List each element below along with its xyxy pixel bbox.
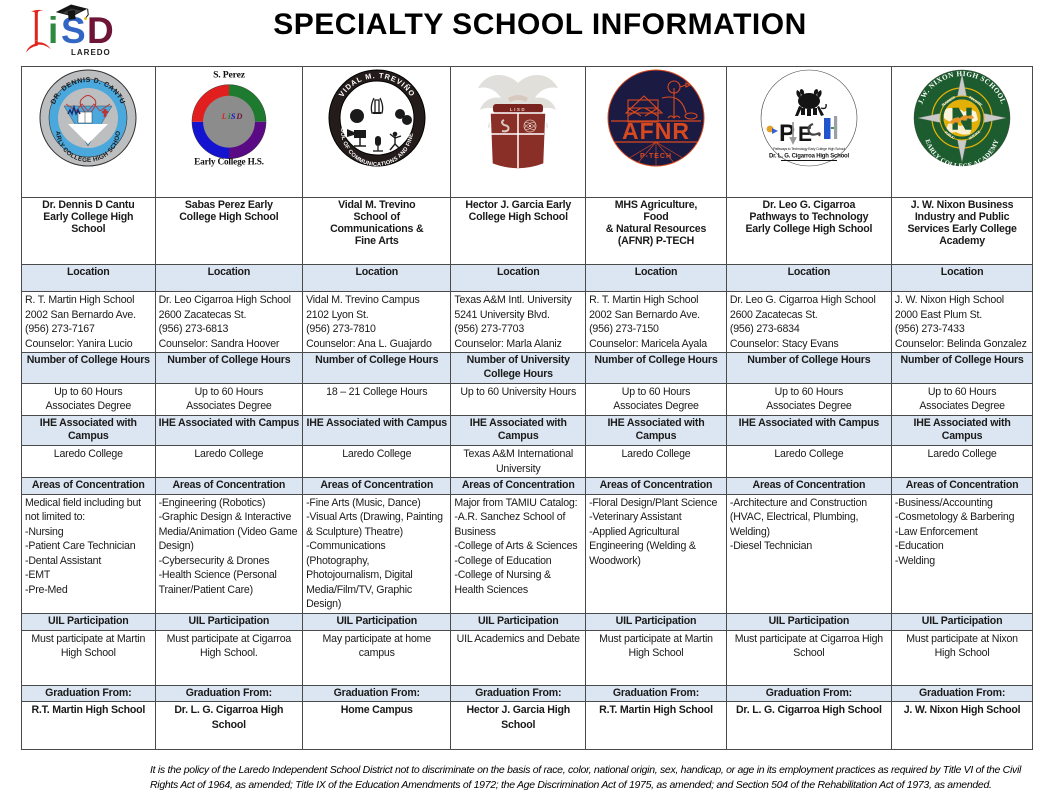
svg-text:S. Perez: S. Perez [213,69,246,80]
svg-text:i: i [48,10,58,51]
svg-text:D: D [235,112,242,121]
svg-text:AFNR: AFNR [622,118,690,144]
svg-text:L: L [220,112,226,121]
svg-text:Dr. L. G. Cigarroa High School: Dr. L. G. Cigarroa High School [769,154,850,160]
svg-text:P-TECH: P-TECH [640,153,672,160]
svg-text:LISD: LISD [510,107,526,112]
svg-text:S: S [231,112,236,121]
svg-text:Pathways to Technology Early C: Pathways to Technology Early College Hig… [773,147,845,151]
svg-text:LAREDO: LAREDO [71,48,111,57]
svg-text:D: D [87,10,114,51]
svg-text:Early College H.S.: Early College H.S. [194,157,264,167]
